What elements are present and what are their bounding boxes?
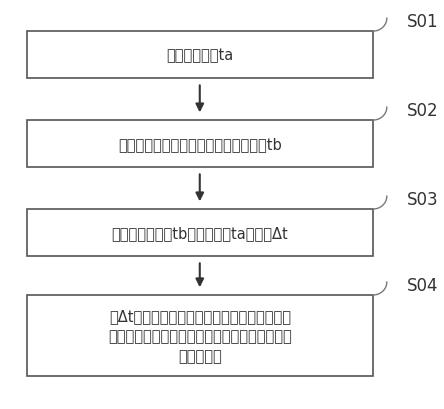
Text: 确定参考温度ta: 确定参考温度ta bbox=[166, 48, 234, 63]
Text: S02: S02 bbox=[407, 102, 439, 120]
Bar bbox=[27, 121, 373, 167]
Bar bbox=[27, 209, 373, 256]
Text: 计算温度检测値tb与参考温度ta的差値Δt: 计算温度检测値tb与参考温度ta的差値Δt bbox=[111, 225, 288, 240]
Text: S04: S04 bbox=[407, 276, 439, 294]
Text: S03: S03 bbox=[407, 191, 439, 209]
Bar bbox=[27, 295, 373, 376]
Text: 在Δt的绝对値大于或等于预设阈値的情况下，
调整变频压缩机的转速，以使离心机腔内温度接
近目标温度: 在Δt的绝对値大于或等于预设阈値的情况下， 调整变频压缩机的转速，以使离心机腔内… bbox=[108, 308, 292, 363]
Text: S01: S01 bbox=[407, 13, 439, 31]
Text: 检测离心机腔内温度，获得温度检测値tb: 检测离心机腔内温度，获得温度检测値tb bbox=[118, 137, 281, 151]
Bar bbox=[27, 32, 373, 79]
